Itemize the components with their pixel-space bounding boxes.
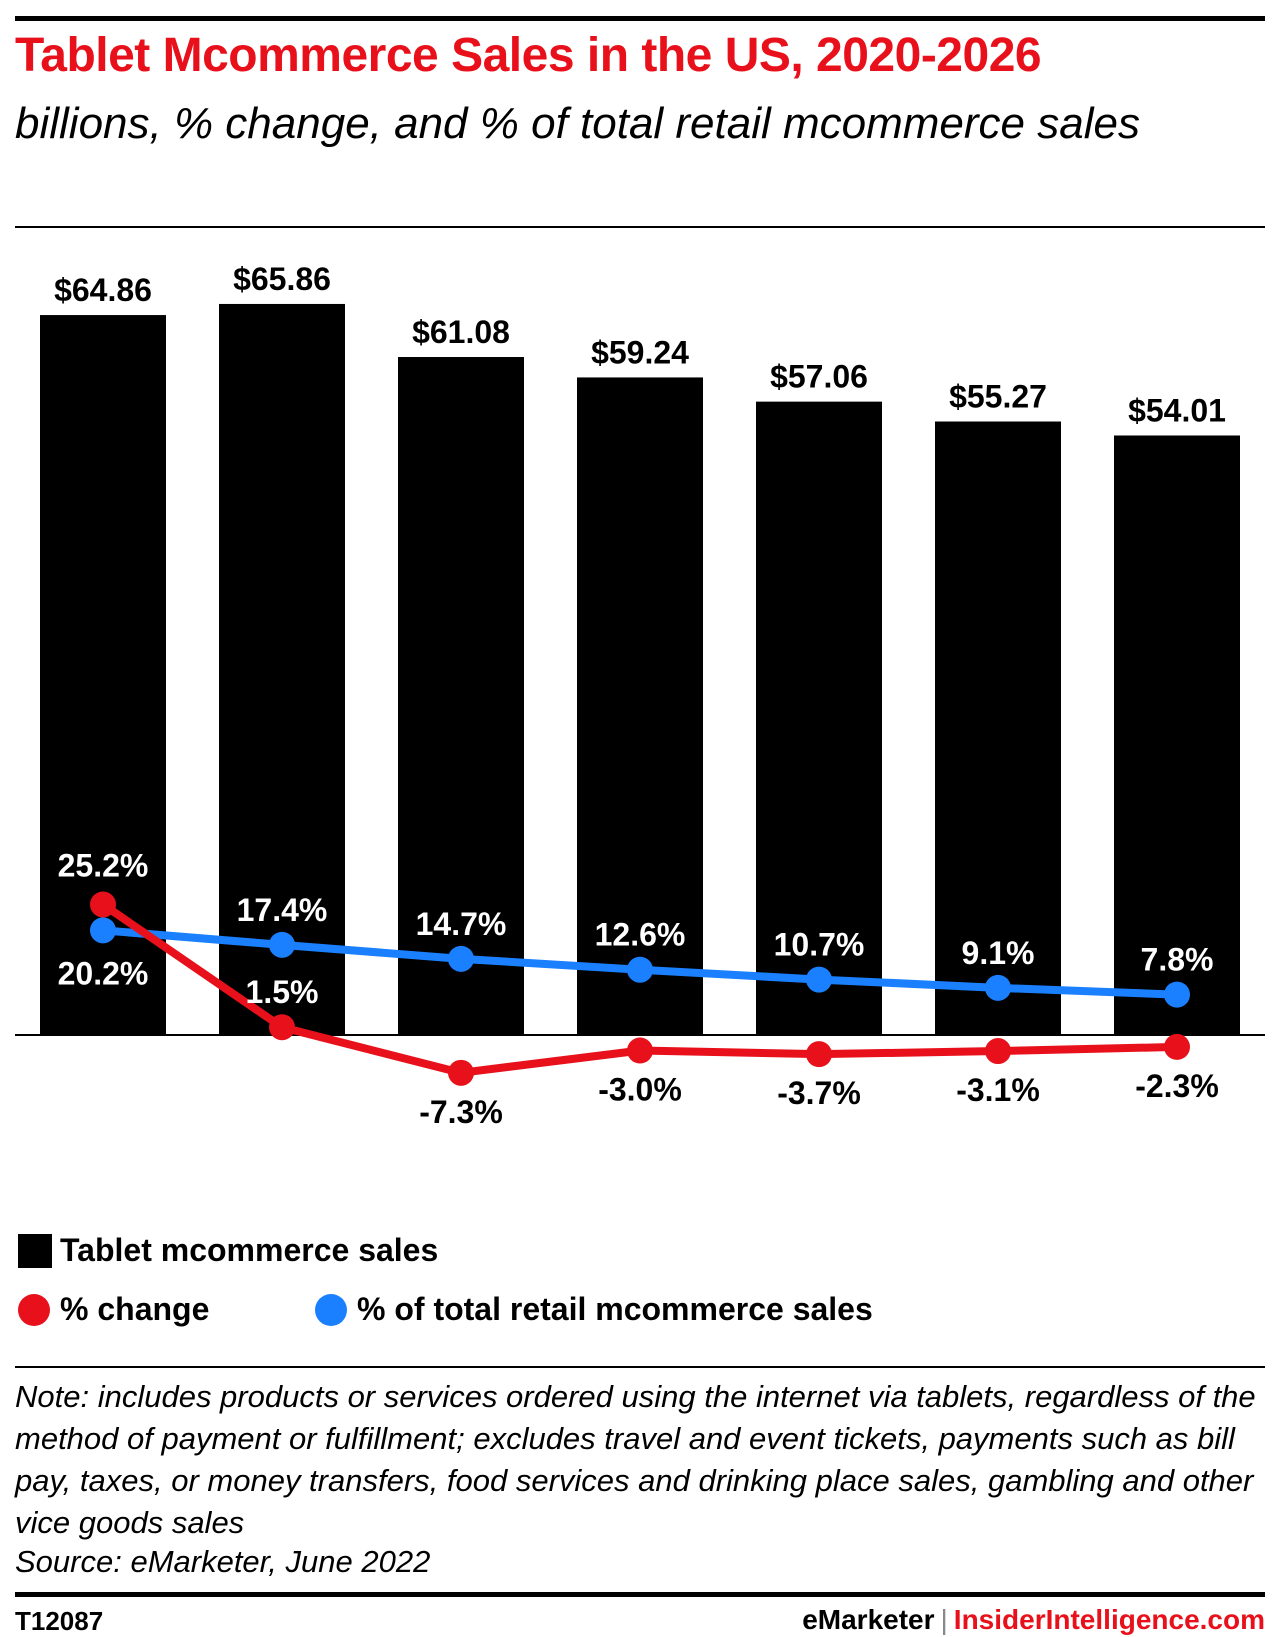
label-pct-total-2023: 12.6% (595, 917, 686, 953)
label-pct-total-2026: 7.8% (1141, 942, 1214, 978)
legend-pct-total-swatch (315, 1293, 347, 1326)
label-pct-change-2024: -3.7% (777, 1075, 861, 1111)
point-pct-change-2020 (90, 891, 116, 918)
point-pct-total-2024 (806, 966, 832, 993)
legend-pct-change-swatch (18, 1293, 50, 1326)
label-pct-change-2020: 25.2% (58, 847, 149, 883)
chart-note: Note: includes products or services orde… (15, 1379, 1256, 1540)
top-rule (15, 16, 1265, 21)
legend-pct-total: % of total retail mcommerce sales (315, 1291, 873, 1328)
legend-bars: Tablet mcommerce sales (18, 1232, 438, 1269)
point-pct-change-2025 (985, 1038, 1011, 1065)
point-pct-change-2023 (627, 1037, 653, 1064)
point-pct-total-2021 (269, 931, 295, 958)
bar-label-2025: $55.27 (949, 379, 1047, 415)
bar-2022 (398, 357, 524, 1036)
label-pct-change-2023: -3.0% (598, 1072, 682, 1108)
bar-label-2020: $64.86 (54, 272, 152, 308)
label-pct-total-2025: 9.1% (962, 935, 1035, 971)
bar-2024 (756, 401, 882, 1035)
legend-pct-change-label: % change (60, 1291, 210, 1327)
point-pct-total-2020 (90, 917, 116, 944)
chart-title: Tablet Mcommerce Sales in the US, 2020-2… (15, 29, 1042, 82)
point-pct-total-2026 (1164, 981, 1190, 1008)
label-pct-change-2026: -2.3% (1135, 1068, 1219, 1104)
label-pct-total-2024: 10.7% (774, 927, 865, 963)
bar-label-2022: $61.08 (412, 314, 510, 350)
point-pct-total-2023 (627, 956, 653, 983)
brand-insider-intelligence: InsiderIntelligence.com (953, 1604, 1265, 1635)
chart-source: Source: eMarketer, June 2022 (15, 1544, 431, 1579)
chart-subtitle: billions, % change, and % of total retai… (15, 99, 1140, 148)
bar-label-2023: $59.24 (591, 334, 689, 370)
bar-2026 (1114, 435, 1240, 1035)
bar-2025 (935, 421, 1061, 1035)
chart-id: T12087 (15, 1606, 104, 1636)
point-pct-total-2022 (448, 945, 474, 972)
bar-label-2021: $65.86 (233, 261, 331, 297)
bar-2023 (577, 377, 703, 1035)
legend-bars-label: Tablet mcommerce sales (60, 1232, 439, 1268)
point-pct-change-2024 (806, 1041, 832, 1068)
note-rule (15, 1366, 1265, 1368)
point-pct-change-2021 (269, 1014, 295, 1041)
legend-bars-swatch (18, 1233, 52, 1268)
bar-label-2026: $54.01 (1128, 392, 1226, 428)
label-pct-change-2022: -7.3% (419, 1094, 503, 1130)
legend-pct-total-label: % of total retail mcommerce sales (357, 1291, 873, 1327)
brand-emarketer: eMarketer (802, 1604, 935, 1635)
label-pct-total-2021: 17.4% (237, 892, 328, 928)
point-pct-change-2022 (448, 1059, 474, 1086)
label-pct-total-2022: 14.7% (416, 906, 507, 942)
footer-brand: eMarketer | InsiderIntelligence.com (802, 1604, 1265, 1636)
brand-separator: | (940, 1604, 948, 1635)
label-pct-total-2020: 20.2% (58, 955, 149, 991)
label-pct-change-2025: -3.1% (956, 1072, 1040, 1108)
bar-label-2024: $57.06 (770, 359, 868, 395)
bar-2021 (219, 303, 345, 1036)
point-pct-change-2026 (1164, 1033, 1190, 1060)
footer-rule (15, 1592, 1265, 1597)
point-pct-total-2025 (985, 974, 1011, 1001)
label-pct-change-2021: 1.5% (246, 974, 319, 1010)
legend-pct-change: % change (18, 1291, 209, 1328)
chart-area: $64.862020$65.862021$61.082022$59.242023… (15, 261, 1265, 1130)
title-rule (15, 226, 1265, 228)
